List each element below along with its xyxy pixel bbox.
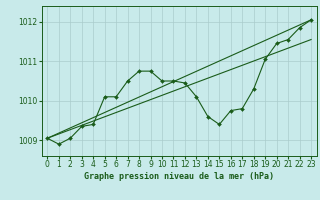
X-axis label: Graphe pression niveau de la mer (hPa): Graphe pression niveau de la mer (hPa) (84, 172, 274, 181)
